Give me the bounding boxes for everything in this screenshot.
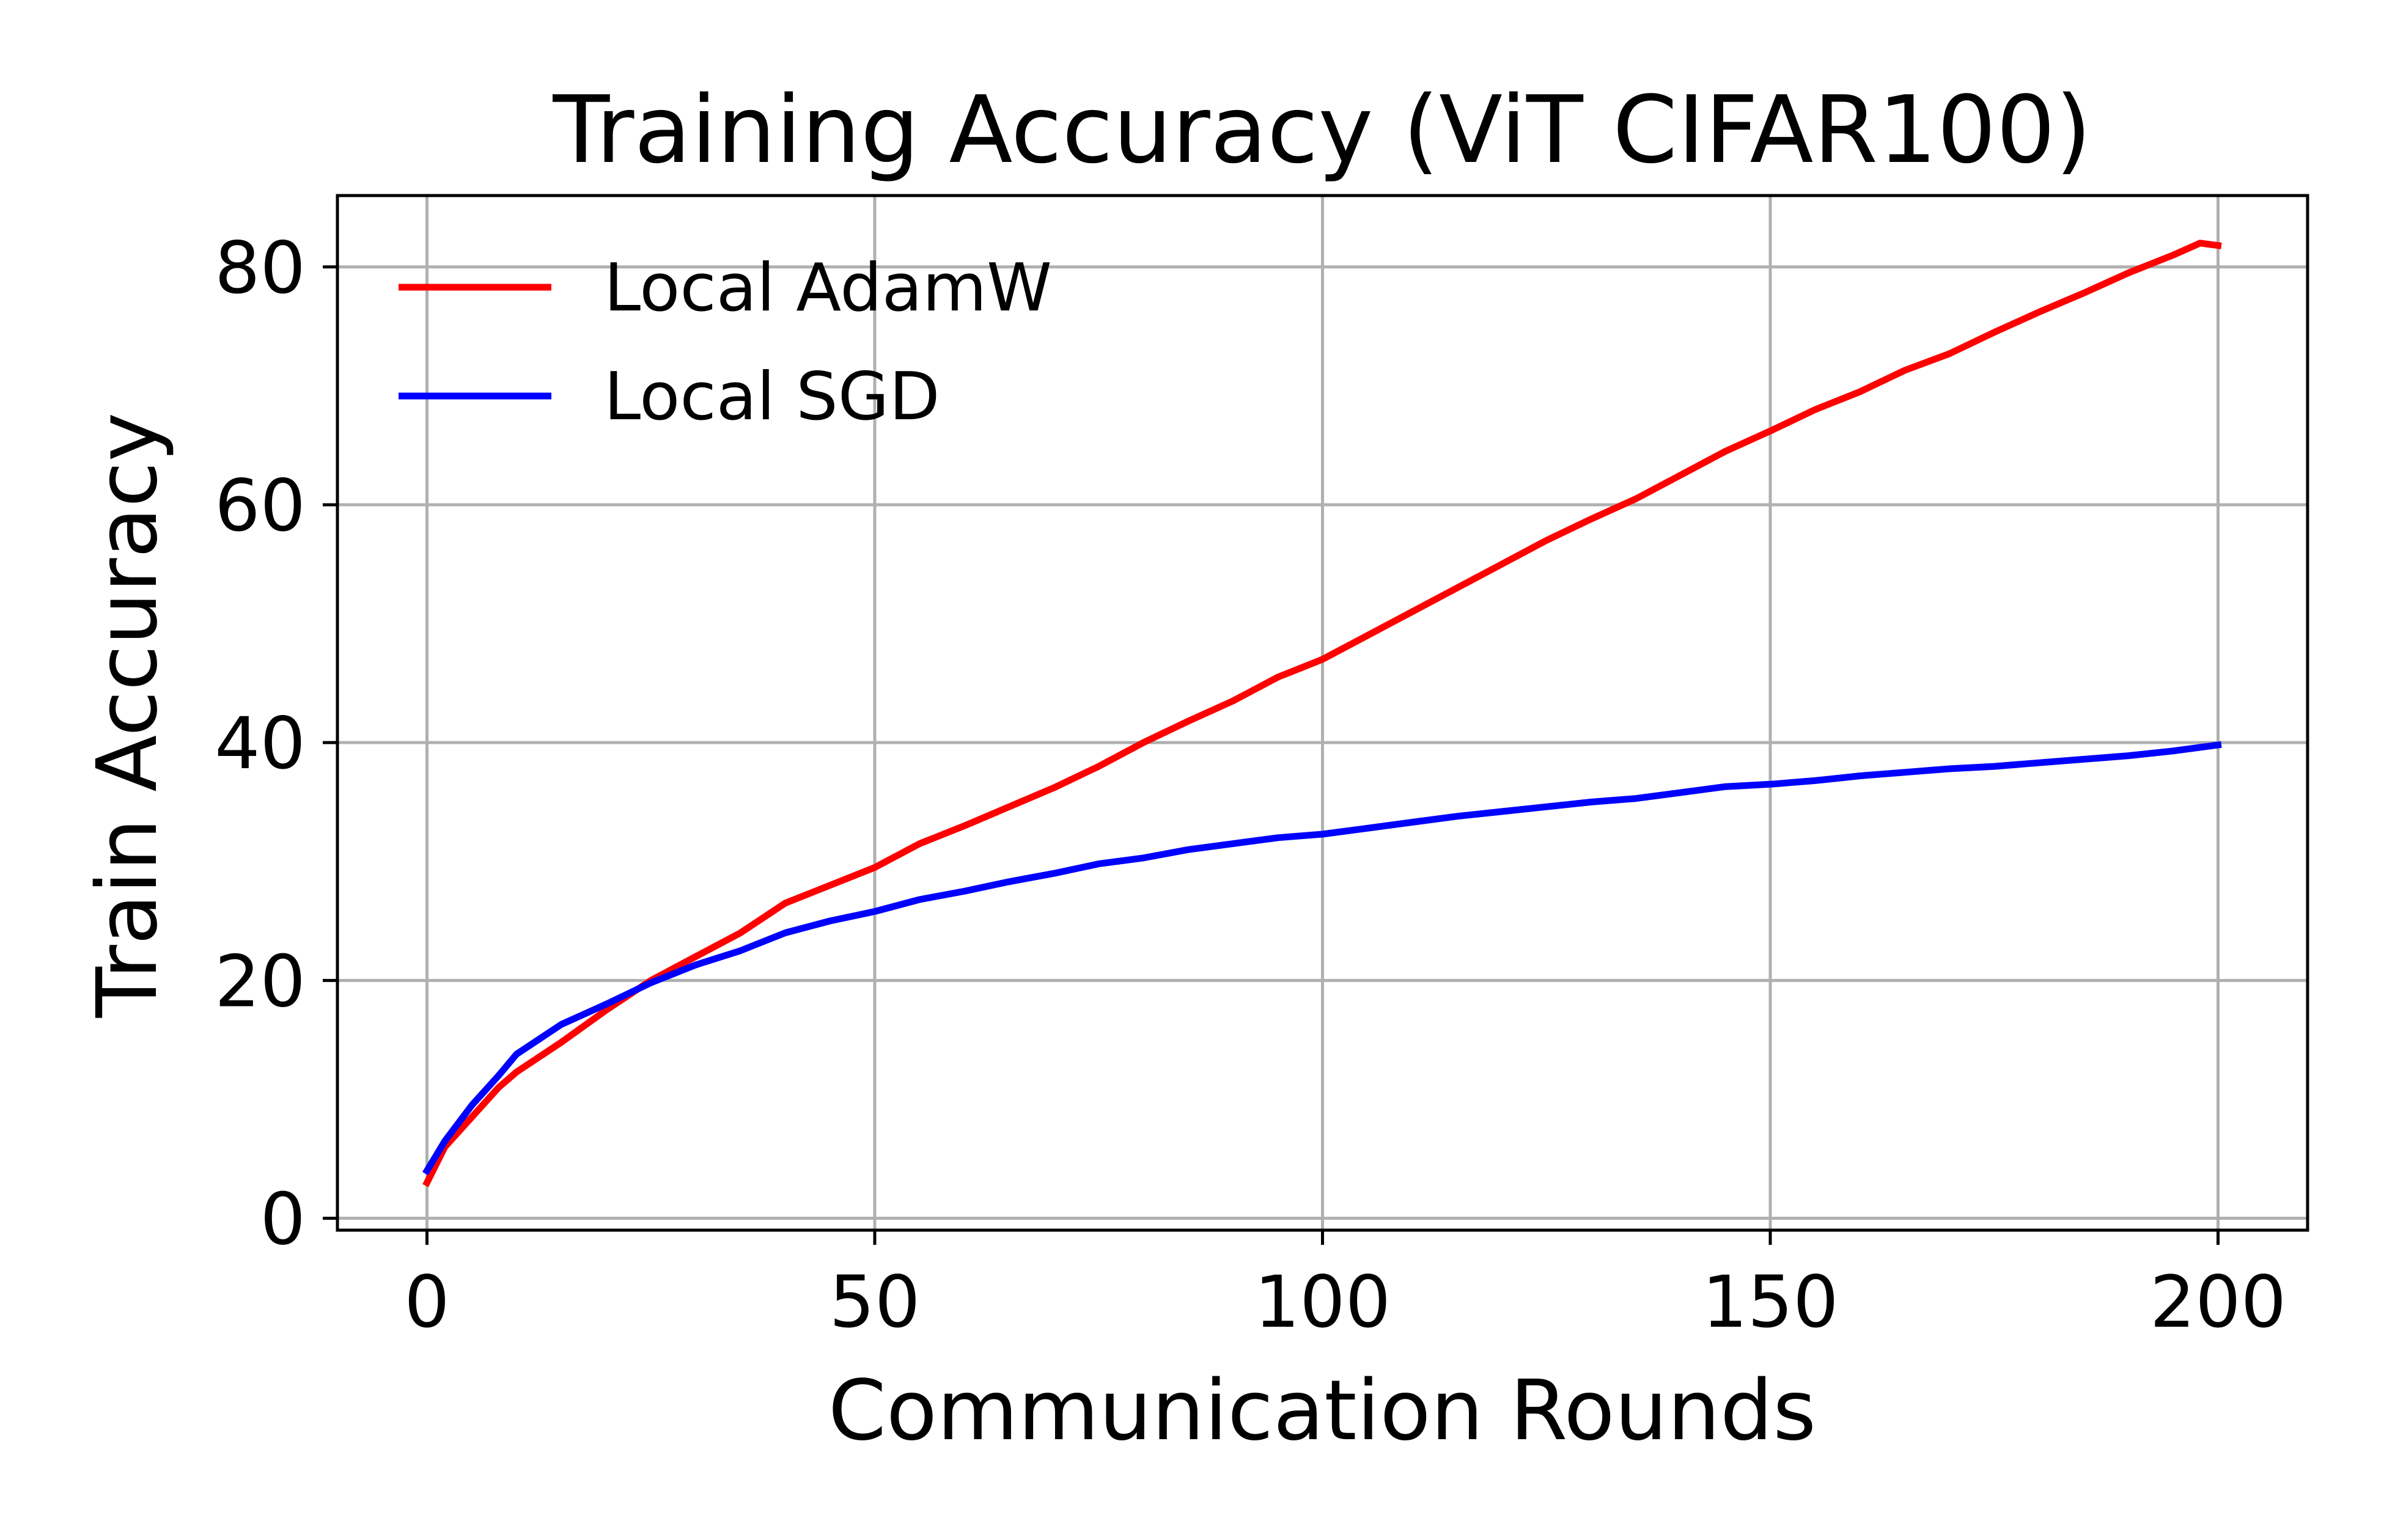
x-tick-label: 0 xyxy=(404,1260,449,1344)
series-lines xyxy=(422,240,2222,1187)
x-tick-label: 50 xyxy=(830,1260,921,1344)
series-line-local-sgd xyxy=(422,741,2222,1176)
y-tick-label: 40 xyxy=(215,702,306,785)
legend-label-local-adamw: Local AdamW xyxy=(604,250,1052,326)
y-axis-label: Train Accuracy xyxy=(79,413,176,1018)
x-tick-label: 200 xyxy=(2150,1260,2286,1344)
y-tick-label: 20 xyxy=(215,939,306,1023)
x-tick-label: 100 xyxy=(1254,1260,1391,1344)
x-tick-label: 150 xyxy=(1702,1260,1838,1344)
y-tick-label: 60 xyxy=(215,464,306,548)
ticks: 0 50 100 150 200 0 20 40 60 80 xyxy=(215,226,2286,1344)
chart-title: Training Accuracy (ViT CIFAR100) xyxy=(552,76,2091,184)
y-tick-label: 80 xyxy=(215,226,306,310)
legend-label-local-sgd: Local SGD xyxy=(604,359,940,435)
grid xyxy=(337,196,2308,1230)
x-axis-label: Communication Rounds xyxy=(828,1363,1816,1459)
legend: Local AdamW Local SGD xyxy=(399,250,1052,435)
y-tick-label: 0 xyxy=(260,1178,306,1261)
